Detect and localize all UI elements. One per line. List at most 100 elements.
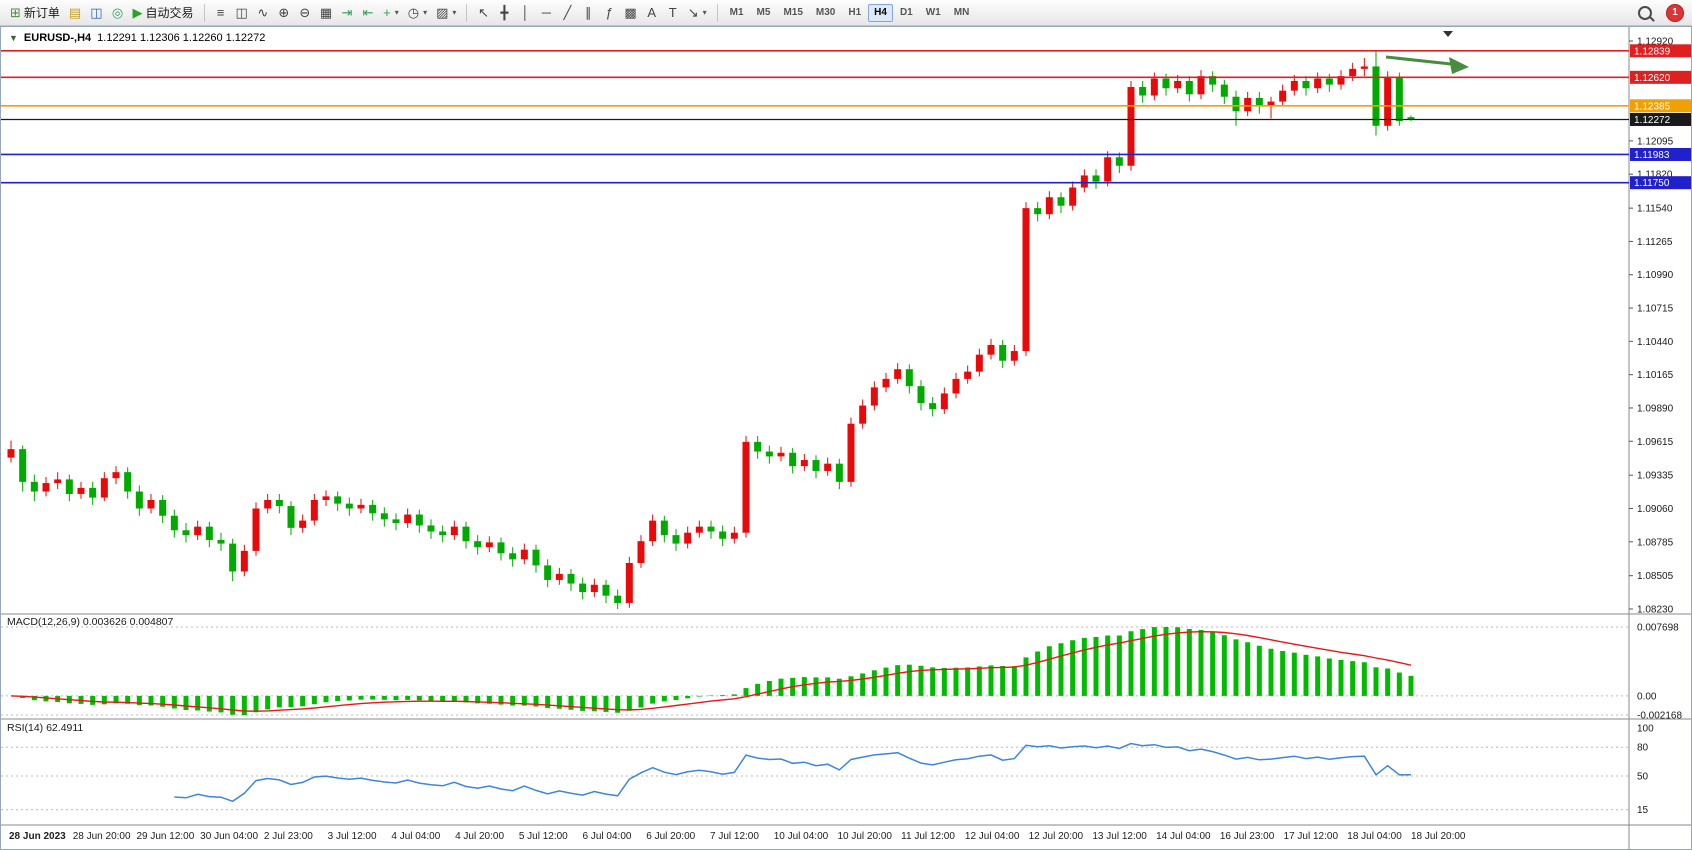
candle-body (824, 463, 832, 471)
candle-body (30, 481, 38, 492)
candle-body (42, 483, 50, 492)
timeframe-m1[interactable]: M1 (724, 4, 750, 22)
candle-body (415, 514, 423, 526)
rsi-line (174, 742, 1412, 803)
timeframe-m5[interactable]: M5 (751, 4, 777, 22)
candle-body (1220, 84, 1228, 97)
price-line-label: 1.11983 (1634, 150, 1670, 161)
crosshair-button[interactable]: ╋ (494, 3, 514, 23)
candle-body (917, 386, 925, 404)
candle-body (240, 550, 248, 572)
price-axis-tick: 1.11820 (1637, 170, 1673, 181)
market-watch-button[interactable]: ▤ (65, 3, 85, 23)
bars-chart-button[interactable]: ≡ (211, 3, 231, 23)
candle-body (1127, 87, 1135, 166)
zoom-out-button[interactable]: ⊖ (295, 3, 315, 23)
timeframe-m30[interactable]: M30 (810, 4, 841, 22)
auto-scroll-button[interactable]: ⇥ (337, 3, 357, 23)
fibonacci-button[interactable]: ƒ (599, 3, 619, 23)
candle-body (275, 500, 283, 507)
grid-button[interactable]: ▩ (620, 3, 640, 23)
candle-body (894, 369, 902, 379)
time-axis-label: 2 Jul 23:00 (264, 831, 313, 842)
price-line-label: 1.12385 (1634, 101, 1671, 112)
candle-body (19, 449, 27, 482)
auto-trading-button[interactable]: ▶ 自动交易 (129, 3, 198, 23)
timeframe-m15[interactable]: M15 (777, 4, 808, 22)
candle-body (334, 496, 342, 504)
data-window-button[interactable]: ◫ (86, 3, 106, 23)
toolbar-separator (203, 3, 205, 22)
candle-body (380, 513, 388, 520)
candlestick-chart-button[interactable]: ◫ (232, 3, 252, 23)
line-chart-button[interactable]: ∿ (253, 3, 273, 23)
tile-windows-button[interactable]: ▦ (316, 3, 336, 23)
price-axis-tick: 1.09335 (1637, 471, 1674, 482)
candle-body (485, 542, 493, 548)
toolbar-right: 1 (1634, 3, 1686, 23)
candle-body (369, 504, 377, 514)
text-icon: A (647, 5, 657, 20)
notification-badge[interactable]: 1 (1666, 3, 1684, 22)
rsi-label: RSI(14) 62.4911 (7, 722, 84, 734)
candle-body (859, 405, 867, 424)
timeframe-h4[interactable]: H4 (868, 3, 893, 22)
candle-body (159, 500, 167, 516)
candle-body (1279, 90, 1287, 102)
candlestick-chart-icon: ◫ (235, 5, 248, 20)
zoom-out-icon: ⊖ (299, 5, 311, 20)
timeframe-h1[interactable]: H1 (842, 4, 867, 22)
horizontal-line-button[interactable]: ─ (536, 3, 556, 23)
search-button[interactable] (1634, 3, 1656, 23)
candle-body (929, 403, 937, 410)
candle-body (310, 500, 318, 521)
chevron-down-icon: ▾ (423, 8, 428, 17)
time-axis-label: 16 Jul 23:00 (1220, 831, 1275, 842)
arrows-button[interactable]: ↘ ▾ (684, 3, 711, 23)
chart-canvas[interactable]: 1.12920 1.12095 1.11820 1.11540 1.11265 1.109… (1, 27, 1691, 849)
candle-body (625, 562, 633, 603)
candle-body (555, 573, 563, 580)
candle-body (882, 378, 890, 388)
candle-body (870, 387, 878, 406)
cursor-button[interactable]: ↖ (473, 3, 493, 23)
chart-title: ▼ EURUSD-,H4 1.12291 1.12306 1.12260 1.1… (9, 32, 265, 44)
candle-body (1115, 157, 1123, 166)
timeframe-d1[interactable]: D1 (894, 4, 919, 22)
periods-button[interactable]: ◷ ▾ (404, 3, 431, 23)
indicators-button[interactable]: + ▾ (379, 3, 403, 23)
chart-shift-marker[interactable] (1443, 31, 1453, 37)
time-axis-label: 5 Jul 12:00 (519, 831, 568, 842)
symbol-dropdown-icon[interactable]: ▼ (9, 33, 18, 43)
text-label-button[interactable]: T (663, 3, 683, 23)
candle-body (474, 541, 482, 548)
timeframe-w1[interactable]: W1 (920, 4, 947, 22)
new-order-button[interactable]: ⊞ 新订单 (6, 3, 64, 23)
zoom-in-button[interactable]: ⊕ (274, 3, 294, 23)
candle-body (707, 526, 715, 532)
navigator-button[interactable]: ◎ (108, 3, 128, 23)
candle-body (730, 532, 738, 539)
candle-body (754, 441, 762, 452)
candle-body (905, 369, 913, 387)
candle-body (404, 514, 412, 524)
line-chart-icon: ∿ (257, 5, 269, 20)
vertical-line-button[interactable]: │ (515, 3, 535, 23)
timeframe-mn[interactable]: MN (948, 4, 976, 22)
candle-body (532, 549, 540, 566)
chart-shift-button[interactable]: ⇤ (358, 3, 378, 23)
rsi-axis-label: 100 (1637, 724, 1654, 735)
price-axis-tick: 1.09615 (1637, 437, 1674, 448)
channel-button[interactable]: ∥ (578, 3, 598, 23)
candle-body (264, 500, 272, 509)
candle-body (1057, 197, 1065, 206)
trend-arrow[interactable] (1385, 55, 1452, 66)
time-axis-label: 6 Jul 04:00 (583, 831, 632, 842)
candle-body (1162, 78, 1170, 89)
time-axis-label: 10 Jul 20:00 (837, 831, 892, 842)
templates-button[interactable]: ▨ ▾ (432, 3, 460, 23)
chart-shift-icon: ⇤ (362, 5, 374, 20)
trend-arrow-head[interactable] (1449, 57, 1469, 74)
trendline-button[interactable]: ╱ (557, 3, 577, 23)
text-button[interactable]: A (642, 3, 662, 23)
